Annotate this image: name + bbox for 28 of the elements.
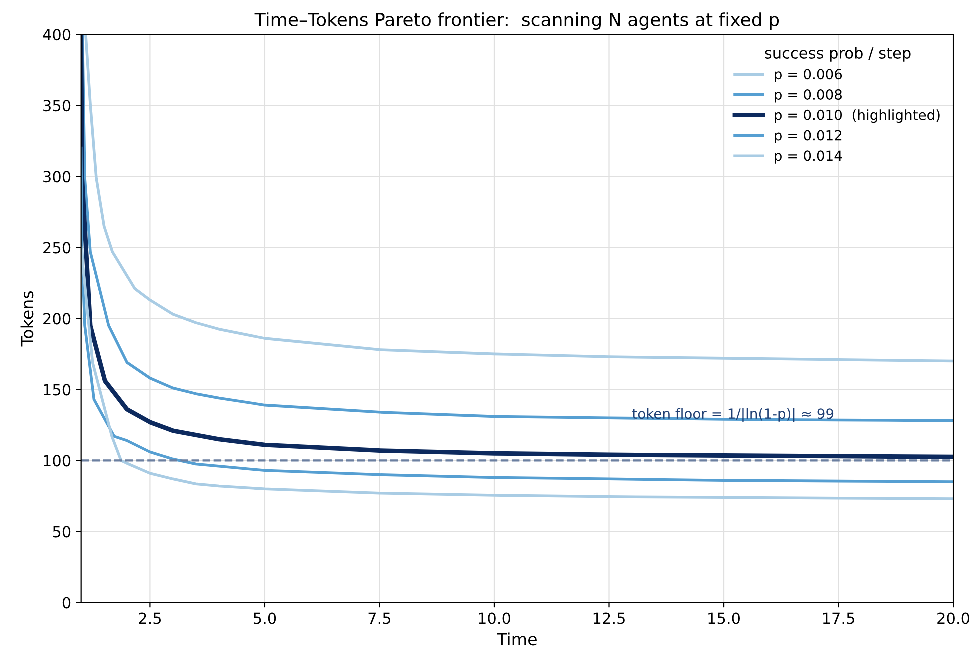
line-series bbox=[81, 246, 954, 500]
y-tick-label: 100 bbox=[44, 455, 71, 467]
x-tick-label: 5.0 bbox=[254, 612, 276, 624]
x-tick-label: 12.5 bbox=[594, 612, 625, 624]
legend-label: p = 0.008 bbox=[775, 89, 842, 103]
y-tick-label: 250 bbox=[44, 242, 71, 254]
y-axis-title: Tokens bbox=[20, 291, 34, 347]
x-tick-label: 7.5 bbox=[368, 612, 391, 624]
legend-label: p = 0.006 bbox=[775, 69, 842, 82]
x-tick-label: 2.5 bbox=[139, 612, 162, 624]
legend-title: success prob / step bbox=[765, 47, 911, 62]
x-tick-label: 10.0 bbox=[479, 612, 510, 624]
x-tick-label: 20.0 bbox=[938, 612, 970, 624]
legend-label: p = 0.010 (highlighted) bbox=[775, 110, 940, 124]
chart-title: Time–Tokens Pareto frontier: scanning N agents at fixed p bbox=[254, 12, 780, 30]
y-tick-label: 50 bbox=[53, 526, 71, 538]
legend-label: p = 0.014 bbox=[775, 150, 842, 164]
line-series bbox=[84, 34, 954, 363]
x-tick-label: 15.0 bbox=[708, 612, 740, 624]
y-tick-label: 350 bbox=[44, 100, 71, 112]
y-tick-label: 150 bbox=[44, 384, 71, 396]
x-axis-title: Time bbox=[497, 632, 537, 646]
y-tick-label: 400 bbox=[43, 29, 71, 41]
y-tick-label: 0 bbox=[62, 597, 71, 609]
legend-label: p = 0.012 bbox=[775, 130, 842, 144]
y-tick-label: 300 bbox=[44, 171, 71, 183]
y-tick-label: 200 bbox=[44, 313, 71, 325]
x-tick-label: 17.5 bbox=[823, 612, 854, 624]
